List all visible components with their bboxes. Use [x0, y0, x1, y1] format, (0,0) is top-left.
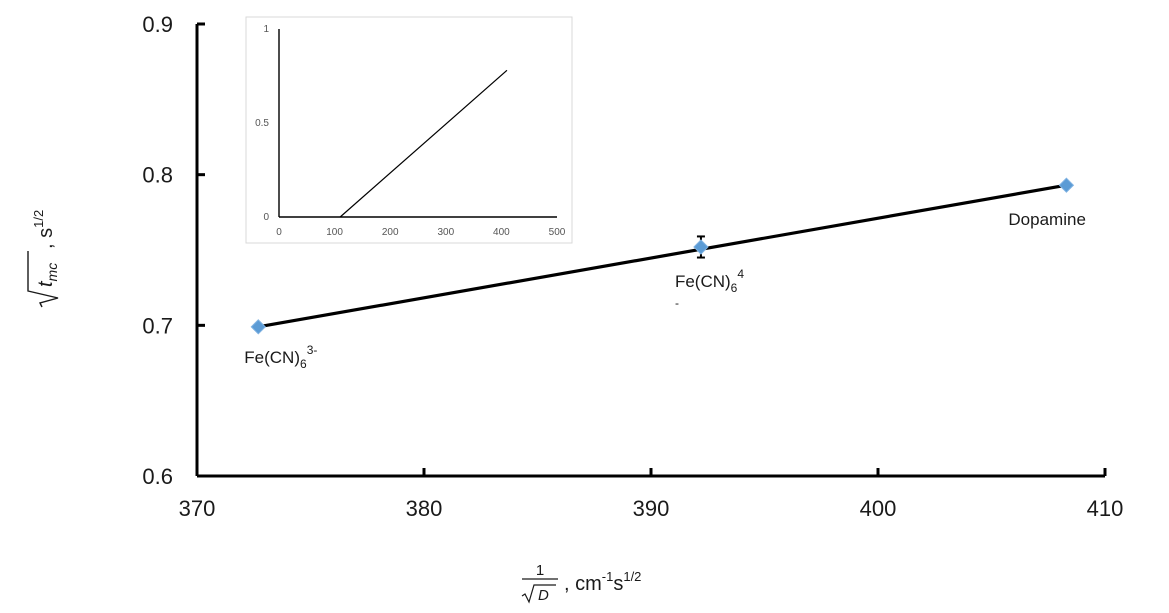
main-points [250, 177, 1075, 335]
x-tick-label: 380 [406, 496, 443, 521]
x-axis-label-unit: , cm-1s1/2 [564, 569, 641, 595]
x-tick-label: 410 [1087, 496, 1124, 521]
inset-frame [245, 16, 573, 244]
y-axis-label-unit: , s1/2 [31, 210, 57, 249]
main-point-labels: Fe(CN)63- Fe(CN)64- Dopamine [244, 210, 1086, 371]
x-tick-label: 400 [860, 496, 897, 521]
inset-x-tick-label: 400 [493, 227, 510, 238]
x-axis-label-denominator: D [538, 587, 549, 604]
inset-x-tick-label: 100 [326, 227, 343, 238]
main-ticks: 370 380 390 400 410 0.6 0.7 0.8 0.9 [142, 12, 1123, 521]
data-point [1058, 177, 1075, 193]
y-tick-label: 0.9 [142, 12, 173, 37]
inset-series [339, 69, 508, 218]
y-axis-label-main: tmc [35, 263, 60, 287]
inset-x-tick-label: 0 [276, 227, 282, 238]
data-point [250, 319, 266, 335]
data-point-label: Fe(CN)63- [244, 343, 317, 371]
y-axis-label: tmc , s1/2 [27, 210, 60, 308]
y-tick-label: 0.7 [142, 313, 173, 338]
inset-axes [278, 29, 557, 218]
inset-ticks: 0 100 200 300 400 500 0 0.5 1 [255, 24, 566, 238]
main-fit-line-group [258, 183, 1067, 329]
y-tick-label: 0.8 [142, 163, 173, 188]
data-point [693, 239, 709, 255]
x-axis-label-numerator: 1 [536, 562, 544, 579]
fit-line [258, 183, 1067, 329]
inset-y-tick-label: 1 [263, 24, 269, 35]
inset-y-tick-label: 0 [263, 212, 269, 223]
y-axis-sqrt-symbol [27, 251, 59, 308]
x-axis-sqrt-symbol [521, 584, 556, 604]
x-tick-label: 390 [633, 496, 670, 521]
inset-x-tick-label: 200 [382, 227, 399, 238]
inset-y-tick-label: 0.5 [255, 118, 269, 129]
data-point-label: Dopamine [1008, 210, 1085, 229]
data-point-label: Fe(CN)64 [675, 267, 744, 295]
inset-chart: 0 100 200 300 400 500 0 0.5 1 [245, 16, 573, 244]
y-tick-label: 0.6 [142, 464, 173, 489]
x-axis-label: 1 D , cm-1s1/2 [521, 562, 641, 604]
inset-x-tick-label: 500 [549, 227, 566, 238]
data-point-label-charge: - [675, 296, 679, 310]
inset-series-line [339, 69, 508, 218]
x-tick-label: 370 [179, 496, 216, 521]
inset-x-tick-label: 300 [437, 227, 454, 238]
